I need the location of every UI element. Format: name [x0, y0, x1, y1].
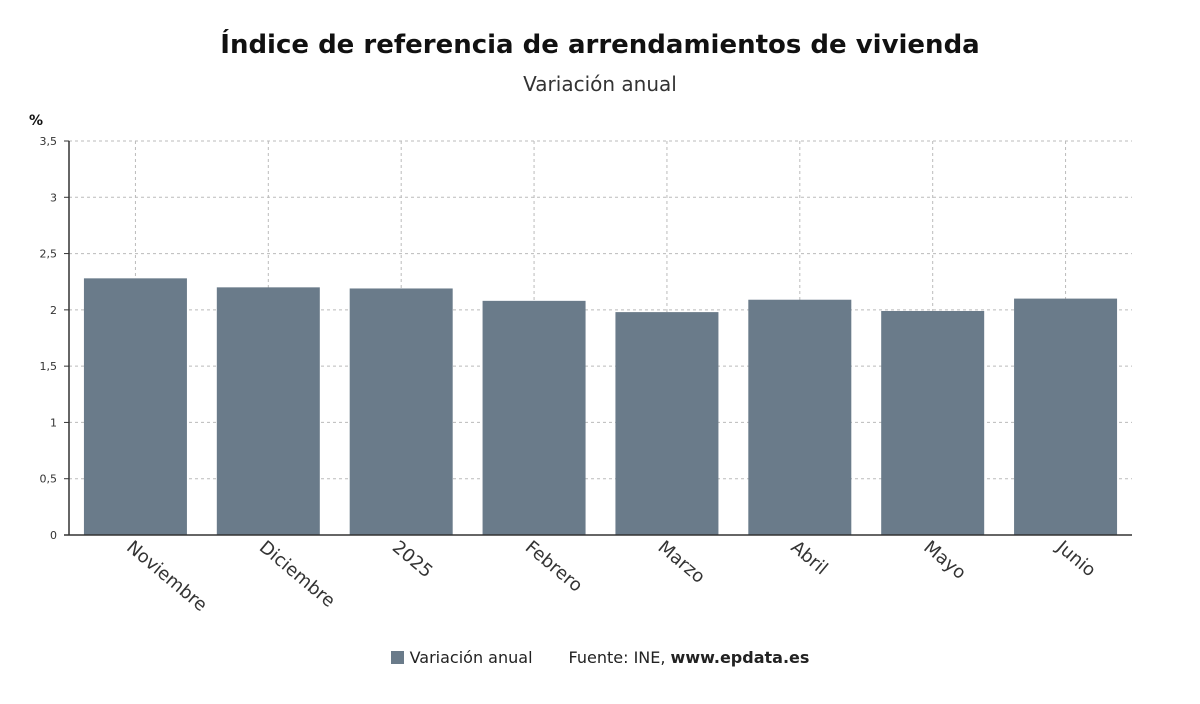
legend-label: Variación anual — [409, 648, 533, 667]
bar — [748, 299, 852, 535]
chart-title: Índice de referencia de arrendamientos d… — [220, 30, 980, 60]
x-tick-label: Marzo — [654, 537, 709, 588]
x-tick-label: 2025 — [388, 537, 437, 583]
bar — [881, 310, 985, 535]
chart-footer: Variación anual Fuente: INE, www.epdata.… — [0, 648, 1200, 667]
bar — [615, 312, 719, 535]
source-prefix: Fuente: INE, — [568, 648, 666, 667]
legend-item: Variación anual — [390, 648, 533, 667]
chart-subtitle: Variación anual — [523, 72, 677, 96]
x-tick-label: Mayo — [919, 537, 969, 584]
y-tick-label: 0,5 — [40, 473, 58, 486]
x-tick-label: Diciembre — [255, 537, 339, 612]
bar — [1014, 298, 1118, 535]
legend-swatch — [390, 651, 404, 664]
x-tick-label: Junio — [1052, 536, 1100, 581]
x-tick-label: Febrero — [521, 537, 587, 597]
y-tick-label: 2 — [50, 304, 57, 317]
source-text: Fuente: INE, www.epdata.es — [569, 648, 810, 667]
y-tick-label: 3,5 — [40, 135, 58, 148]
x-tick-label: Noviembre — [122, 537, 211, 616]
y-tick-label: 3 — [50, 191, 57, 204]
source-site-link[interactable]: www.epdata.es — [670, 648, 810, 667]
y-tick-label: 1,5 — [40, 360, 58, 373]
bar — [83, 278, 187, 535]
bar — [349, 288, 453, 535]
x-tick-label: Abril — [787, 537, 832, 580]
y-tick-label: 2,5 — [40, 248, 58, 261]
bar — [216, 287, 320, 535]
bar — [482, 300, 586, 535]
y-axis-unit-label: % — [29, 113, 44, 129]
y-tick-label: 1 — [50, 416, 57, 429]
y-tick-label: 0 — [50, 529, 57, 542]
